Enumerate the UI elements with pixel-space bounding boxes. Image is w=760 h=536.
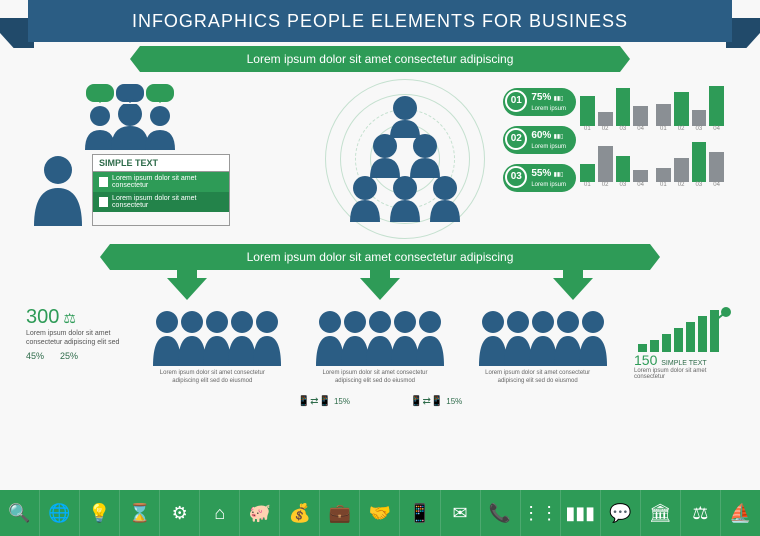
banner-title: INFOGRAPHICS PEOPLE ELEMENTS FOR BUSINES… <box>28 0 732 42</box>
people-group-3: Lorem ipsum dolor sit amet consectetur a… <box>478 306 608 386</box>
phone-icon: 📞 <box>481 490 521 536</box>
people-pyramid-icon <box>330 94 480 224</box>
chat-icon: 💬 <box>601 490 641 536</box>
row-bottom: 300 ⚖ Lorem ipsum dolor sit amet consect… <box>0 300 760 394</box>
left-block: SIMPLE TEXT ✓Lorem ipsum dolor sit amet … <box>30 84 230 226</box>
subtitle-ribbon: Lorem ipsum dolor sit amet consectetur a… <box>140 46 620 72</box>
money-bag-icon: 💰 <box>280 490 320 536</box>
people-groups: Lorem ipsum dolor sit amet consectetur a… <box>136 306 624 386</box>
stat-bubble-03: 0355% ▮▮▯Lorem ipsum <box>503 164 576 192</box>
speech-bubble-icon <box>116 84 144 102</box>
row-top: SIMPLE TEXT ✓Lorem ipsum dolor sit amet … <box>0 80 760 242</box>
device-sync-icon: 📱 <box>400 490 440 536</box>
mini-chart-4: 01020304 <box>656 140 724 188</box>
right-stat: 150 SIMPLE TEXT Lorem ipsum dolor sit am… <box>634 306 734 380</box>
ship-icon: ⛵ <box>721 490 760 536</box>
house-icon: ⌂ <box>200 490 240 536</box>
speech-bubble-icon <box>146 84 174 102</box>
people-group-2: Lorem ipsum dolor sit amet consectetur a… <box>315 306 445 386</box>
growing-bars-chart <box>634 306 734 352</box>
phone-sync-icon: 📱⇄📱 <box>410 396 443 407</box>
piggy-bank-icon: 🐖 <box>240 490 280 536</box>
left-stat: 300 ⚖ Lorem ipsum dolor sit amet consect… <box>26 306 126 361</box>
simple-text-header: SIMPLE TEXT <box>93 155 229 172</box>
stat-lorem: Lorem ipsum dolor sit amet consectetur a… <box>26 329 126 347</box>
hourglass-icon: ⌛ <box>120 490 160 536</box>
stat-bubble-02: 0260% ▮▮▯Lorem ipsum <box>503 126 576 154</box>
arrow-down-icon <box>553 278 593 300</box>
center-pyramid: 0175% ▮▮▯Lorem ipsum 0260% ▮▮▯Lorem ipsu… <box>242 84 568 234</box>
mini-chart-2: 01020304 <box>656 84 724 132</box>
scales-icon: ⚖ <box>63 310 76 327</box>
icon-strip: 🔍🌐💡⌛⚙⌂🐖💰💼🤝📱✉📞⋮⋮▮▮▮💬🏛⚖⛵ <box>0 490 760 536</box>
person-silhouette-icon <box>30 154 86 226</box>
mini-charts: 01020304010203040102030401020304 <box>580 84 730 188</box>
title-banner: INFOGRAPHICS PEOPLE ELEMENTS FOR BUSINES… <box>0 0 760 42</box>
speech-bubble-icon <box>86 84 114 102</box>
globe-target-icon: 🌐 <box>40 490 80 536</box>
arrow-down-icon <box>167 278 207 300</box>
mini-chart-1: 01020304 <box>580 84 648 132</box>
briefcase-icon: 💼 <box>320 490 360 536</box>
chart-dots-icon: ⋮⋮ <box>521 490 561 536</box>
scales-icon: ⚖ <box>681 490 721 536</box>
handshake-icon: 🤝 <box>360 490 400 536</box>
arrow-down-icon <box>360 278 400 300</box>
search-globe-icon: 🔍 <box>0 490 40 536</box>
phone-sync-icon: 📱⇄📱 <box>298 396 331 407</box>
stat-value: 300 <box>26 306 59 329</box>
stat-bubble-01: 0175% ▮▮▯Lorem ipsum <box>503 88 576 116</box>
mini-chart-3: 01020304 <box>580 140 648 188</box>
gear-icon: ⚙ <box>160 490 200 536</box>
people-group-1: Lorem ipsum dolor sit amet consectetur a… <box>152 306 282 386</box>
lightbulb-icon: 💡 <box>80 490 120 536</box>
bank-icon: 🏛 <box>641 490 681 536</box>
envelope-icon: ✉ <box>441 490 481 536</box>
simple-text-box: SIMPLE TEXT ✓Lorem ipsum dolor sit amet … <box>92 154 230 226</box>
check-icon: ✓ <box>99 177 108 187</box>
bottom-pct-row: 📱⇄📱15% 📱⇄📱15% <box>0 394 760 409</box>
people-trio-icon <box>30 104 230 150</box>
arrows-row <box>0 274 760 300</box>
bar-chart-icon: ▮▮▮ <box>561 490 601 536</box>
check-icon: ✓ <box>99 197 108 207</box>
